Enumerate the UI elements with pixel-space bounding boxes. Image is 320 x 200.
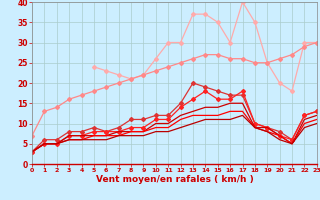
X-axis label: Vent moyen/en rafales ( km/h ): Vent moyen/en rafales ( km/h ) <box>96 175 253 184</box>
